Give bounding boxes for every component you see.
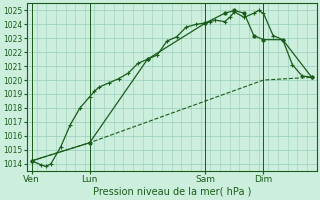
X-axis label: Pression niveau de la mer( hPa ): Pression niveau de la mer( hPa ) — [92, 187, 251, 197]
